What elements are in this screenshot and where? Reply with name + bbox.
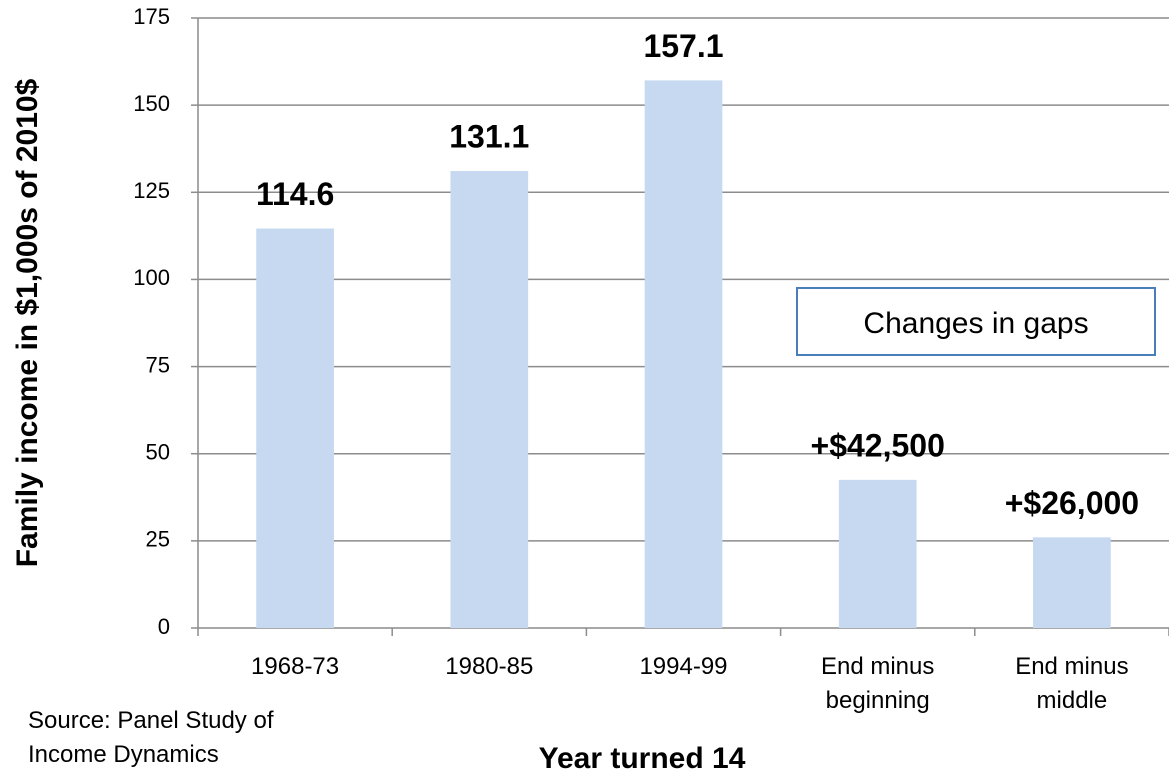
x-tick-label: 1968-73 (251, 653, 340, 680)
y-tick-label: 175 (133, 4, 170, 29)
data-label: 131.1 (449, 118, 529, 154)
data-label: 114.6 (256, 176, 334, 212)
data-label: 157.1 (643, 28, 723, 64)
y-tick-label: 25 (146, 527, 170, 552)
bar (256, 228, 334, 628)
x-tick-label: End minus beginning (820, 653, 935, 714)
y-tick-label: 100 (133, 265, 170, 290)
x-tick-label: 1994-99 (639, 653, 728, 680)
x-axis-title: Year turned 14 (538, 742, 746, 775)
y-tick-label: 150 (133, 91, 170, 116)
source-note: Source: Panel Study of Income Dynamics (28, 707, 274, 768)
bar (450, 171, 529, 628)
bar (644, 80, 723, 628)
y-tick-label: 75 (146, 352, 170, 377)
data-label: +$42,500 (811, 427, 945, 463)
bar (1033, 537, 1111, 628)
annotation-box: Changes in gaps (796, 287, 1156, 356)
y-tick-label: 50 (146, 440, 170, 465)
x-tick-label: 1980-85 (445, 653, 534, 680)
y-tick-label: 125 (133, 178, 170, 203)
bar (838, 479, 917, 628)
y-axis-title: Family income in $1,000s of 2010$ (11, 78, 44, 568)
y-tick-label: 0 (158, 614, 170, 639)
x-tick-label: End minus middle (1015, 653, 1129, 714)
data-label: +$26,000 (1005, 485, 1139, 521)
